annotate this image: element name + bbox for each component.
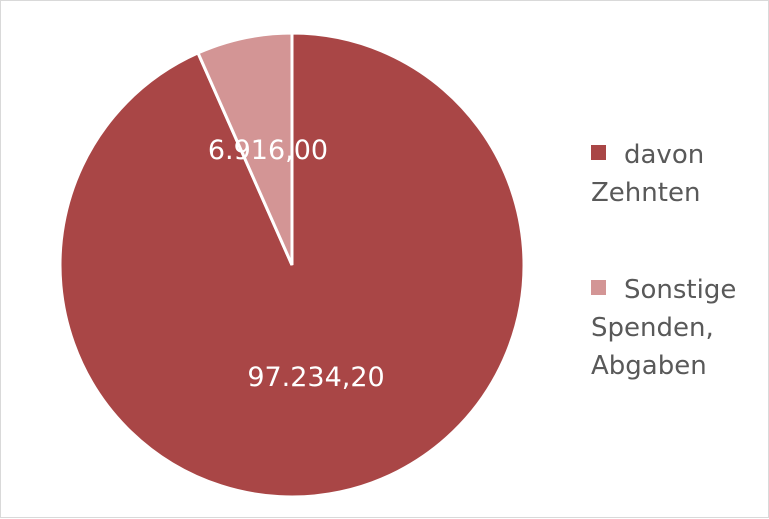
legend-label: davon Zehnten: [591, 140, 705, 208]
data-label: 97.234,20: [247, 362, 384, 393]
legend-entry: davon Zehnten: [591, 136, 761, 212]
legend-entry: Sonstige Spenden, Abgaben: [591, 271, 761, 385]
legend-swatch: [591, 280, 606, 295]
data-label: 6.916,00: [208, 135, 328, 166]
legend-swatch: [591, 145, 606, 160]
pie-slice: [196, 31, 294, 266]
legend-label: Sonstige Spenden, Abgaben: [591, 275, 737, 381]
